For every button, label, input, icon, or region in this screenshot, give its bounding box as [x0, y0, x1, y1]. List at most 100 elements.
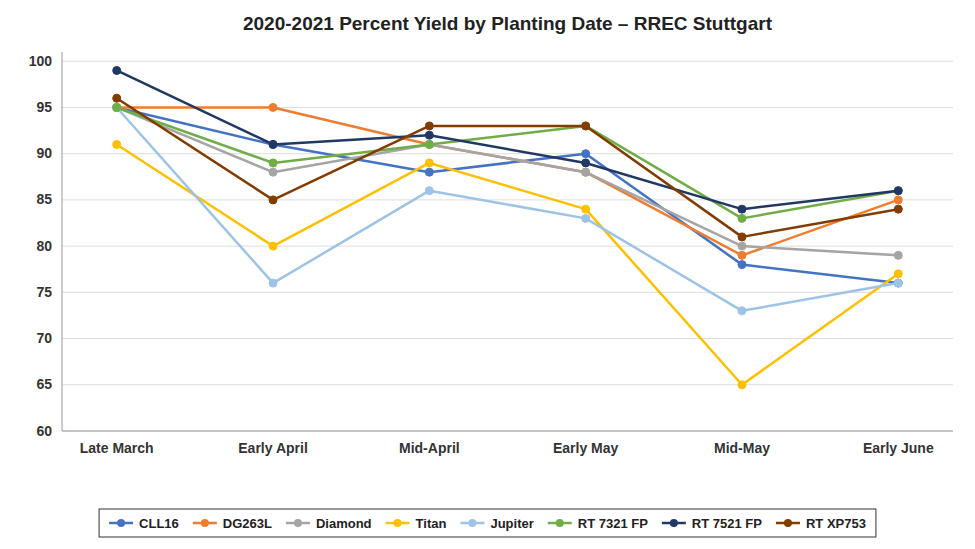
point — [738, 214, 746, 222]
series-line — [117, 98, 899, 237]
x-axis-line — [62, 431, 953, 432]
series-line — [117, 107, 899, 255]
legend-item: RT XP753 — [776, 516, 866, 531]
x-tick-label: Early June — [863, 440, 934, 456]
grid-line — [62, 61, 953, 62]
legend-item: Diamond — [286, 516, 372, 531]
point — [582, 159, 590, 167]
point — [425, 168, 433, 176]
y-tick-label: 70 — [36, 330, 52, 346]
point — [738, 242, 746, 250]
point — [425, 140, 433, 148]
series-line — [117, 107, 899, 310]
point — [425, 140, 433, 148]
point — [894, 270, 902, 278]
point — [425, 140, 433, 148]
y-tick-label: 95 — [36, 99, 52, 115]
point — [269, 196, 277, 204]
series — [113, 66, 903, 213]
point — [894, 279, 902, 287]
point — [738, 251, 746, 259]
x-tick-label: Mid-April — [399, 440, 460, 456]
legend-label: Titan — [416, 516, 447, 531]
point — [582, 168, 590, 176]
point — [738, 381, 746, 389]
series — [113, 103, 903, 287]
plot-area — [113, 66, 903, 388]
series-line — [117, 107, 899, 283]
point — [113, 66, 121, 74]
point — [894, 187, 902, 195]
point — [269, 279, 277, 287]
point — [582, 122, 590, 130]
legend-label: Jupiter — [490, 516, 533, 531]
y-tick-label: 80 — [36, 238, 52, 254]
point — [269, 242, 277, 250]
point — [738, 307, 746, 315]
legend-label: DG263L — [223, 516, 272, 531]
legend-label: CLL16 — [139, 516, 179, 531]
point — [113, 94, 121, 102]
grid-line — [62, 384, 953, 385]
y-tick-label: 85 — [36, 191, 52, 207]
chart: 2020-2021 Percent Yield by Planting Date… — [0, 0, 975, 549]
legend-marker — [784, 519, 792, 527]
point — [894, 196, 902, 204]
point — [582, 122, 590, 130]
point — [269, 103, 277, 111]
grid-line — [62, 338, 953, 339]
point — [738, 205, 746, 213]
point — [894, 251, 902, 259]
legend-marker — [201, 519, 209, 527]
point — [582, 150, 590, 158]
point — [738, 233, 746, 241]
point — [894, 205, 902, 213]
y-tick-label: 65 — [36, 376, 52, 392]
point — [113, 103, 121, 111]
legend-frame — [99, 509, 876, 537]
legend-item: CLL16 — [109, 516, 179, 531]
grid-line — [62, 153, 953, 154]
point — [113, 103, 121, 111]
legend-marker — [556, 519, 564, 527]
legend-marker — [117, 519, 125, 527]
legend-marker — [670, 519, 678, 527]
point — [894, 187, 902, 195]
legend-marker — [468, 519, 476, 527]
grid-line — [62, 246, 953, 247]
x-axis: Late MarchEarly AprilMid-AprilEarly MayM… — [80, 440, 934, 456]
legend-marker — [394, 519, 402, 527]
series-line — [117, 144, 899, 384]
point — [113, 103, 121, 111]
point — [269, 140, 277, 148]
legend-item: RT 7521 FP — [662, 516, 762, 531]
point — [425, 159, 433, 167]
point — [894, 279, 902, 287]
point — [425, 187, 433, 195]
series-line — [117, 70, 899, 209]
series — [113, 103, 903, 314]
legend-label: RT 7521 FP — [692, 516, 762, 531]
series — [113, 94, 903, 241]
point — [582, 205, 590, 213]
point — [269, 140, 277, 148]
y-tick-label: 75 — [36, 284, 52, 300]
title: 2020-2021 Percent Yield by Planting Date… — [243, 13, 773, 34]
point — [269, 159, 277, 167]
legend-item: Titan — [386, 516, 447, 531]
x-tick-label: Late March — [80, 440, 154, 456]
x-tick-label: Early May — [553, 440, 619, 456]
legend: CLL16DG263LDiamondTitanJupiterRT 7321 FP… — [99, 509, 876, 537]
point — [113, 103, 121, 111]
y-axis: 60 65 70 75 80 85 90 95 100 — [29, 52, 953, 439]
y-tick-label: 60 — [36, 423, 52, 439]
point — [269, 168, 277, 176]
series-line — [117, 107, 899, 255]
point — [113, 140, 121, 148]
y-tick-label: 100 — [29, 53, 53, 69]
y-tick-label: 90 — [36, 145, 52, 161]
point — [738, 261, 746, 269]
x-tick-label: Mid-May — [714, 440, 770, 456]
legend-marker — [294, 519, 302, 527]
legend-label: RT XP753 — [806, 516, 866, 531]
